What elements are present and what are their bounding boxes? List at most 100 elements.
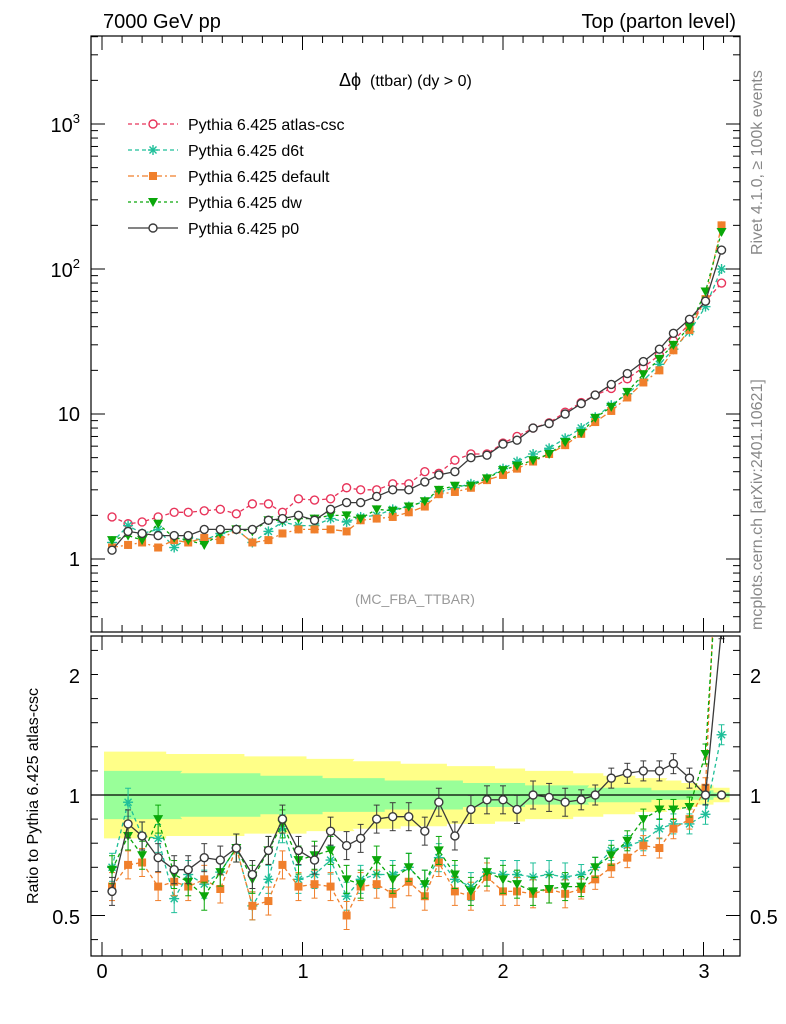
legend-entry-default: Pythia 6.425 default bbox=[128, 169, 330, 186]
ratio-point bbox=[716, 790, 727, 800]
ratio-point bbox=[700, 790, 711, 800]
data-point bbox=[294, 525, 303, 534]
data-point bbox=[371, 491, 382, 502]
ratio-point bbox=[622, 768, 633, 779]
data-point bbox=[124, 540, 133, 549]
ratio-point bbox=[169, 865, 179, 875]
data-point bbox=[341, 483, 352, 493]
data-point bbox=[404, 508, 413, 517]
legend-entry-atlas-csc: Pythia 6.425 atlas-csc bbox=[128, 117, 345, 134]
ratio-point bbox=[137, 851, 148, 861]
legend-entry-d6t: Pythia 6.425 d6t bbox=[128, 143, 304, 160]
legend-label: Pythia 6.425 p0 bbox=[188, 221, 299, 238]
data-point bbox=[153, 512, 163, 522]
data-point bbox=[248, 538, 257, 547]
x-tick-label: 2 bbox=[497, 961, 508, 983]
data-point bbox=[107, 512, 117, 522]
ratio-series-line bbox=[111, 636, 722, 892]
ratio-point bbox=[669, 824, 678, 833]
data-point bbox=[466, 452, 476, 463]
ratio-point bbox=[655, 844, 664, 853]
ratio-point bbox=[419, 880, 430, 890]
data-point bbox=[668, 340, 679, 350]
ratio-point bbox=[638, 815, 649, 825]
ratio-point bbox=[668, 805, 679, 815]
data-point bbox=[293, 510, 304, 521]
ratio-y-tick-label: 1 bbox=[69, 786, 80, 808]
data-point bbox=[123, 526, 133, 537]
legend-marker bbox=[148, 223, 158, 233]
ratio-point bbox=[216, 884, 225, 893]
data-point bbox=[700, 296, 711, 306]
data-point bbox=[326, 525, 335, 534]
legend-label: Pythia 6.425 dw bbox=[188, 195, 302, 212]
data-point bbox=[433, 485, 444, 495]
legend: Pythia 6.425 atlas-csc Pythia 6.425 d6t … bbox=[128, 117, 345, 238]
ratio-point bbox=[342, 911, 351, 920]
data-point bbox=[169, 542, 180, 553]
legend-marker bbox=[149, 172, 157, 180]
data-point bbox=[309, 495, 320, 505]
ratio-point bbox=[387, 875, 398, 885]
data-point bbox=[638, 370, 649, 380]
ratio-plot-panel: Ratio to Pythia 6.425 atlas-csc 0.5 1 2 … bbox=[25, 635, 778, 983]
data-point bbox=[355, 485, 366, 495]
data-point bbox=[341, 511, 352, 521]
ratio-point bbox=[591, 875, 600, 884]
data-point bbox=[434, 470, 444, 480]
ratio-point bbox=[107, 886, 117, 897]
data-point bbox=[199, 540, 210, 550]
rivet-label: Rivet 4.1.0, ≥ 100k events bbox=[749, 70, 766, 255]
data-point bbox=[450, 455, 460, 465]
data-point bbox=[263, 499, 274, 509]
ratio-point bbox=[560, 797, 570, 807]
data-point bbox=[716, 278, 727, 288]
ratio-point bbox=[498, 875, 508, 885]
ratio-point bbox=[355, 880, 366, 890]
ratio-point bbox=[231, 843, 242, 853]
ratio-point bbox=[154, 882, 163, 891]
data-point bbox=[247, 499, 258, 509]
ratio-point bbox=[433, 846, 444, 856]
data-point bbox=[404, 485, 414, 495]
data-point bbox=[716, 264, 727, 274]
data-point bbox=[560, 438, 571, 448]
data-point bbox=[700, 287, 711, 297]
data-point bbox=[153, 530, 163, 541]
data-point bbox=[606, 402, 617, 412]
data-point bbox=[639, 378, 648, 387]
main-plot-panel: Δϕ (ttbar) (dy > 0) (MC_FBA_TTBAR) Pythi… bbox=[51, 35, 741, 633]
ratio-point bbox=[263, 845, 274, 856]
ratio-point bbox=[449, 870, 460, 880]
ratio-y-tick-label-right: 1 bbox=[750, 786, 761, 808]
data-point bbox=[137, 536, 148, 546]
data-point bbox=[450, 467, 460, 477]
data-point bbox=[544, 449, 555, 459]
ratio-point bbox=[544, 792, 554, 803]
data-point bbox=[482, 450, 492, 460]
ratio-point bbox=[325, 826, 336, 836]
ratio-point bbox=[153, 833, 164, 844]
legend-label: Pythia 6.425 default bbox=[188, 169, 330, 186]
ratio-y-tick-label: 0.5 bbox=[52, 907, 80, 929]
ratio-point bbox=[153, 852, 163, 863]
ratio-point bbox=[607, 863, 616, 872]
data-point bbox=[528, 423, 538, 433]
data-point bbox=[512, 461, 523, 471]
ratio-point bbox=[341, 875, 352, 885]
data-point bbox=[465, 481, 476, 491]
ratio-point bbox=[700, 750, 711, 760]
legend-entry-dw: Pythia 6.425 dw bbox=[128, 195, 302, 212]
ratio-point bbox=[404, 811, 414, 822]
ratio-point bbox=[498, 795, 508, 805]
data-point bbox=[623, 393, 632, 402]
ratio-point bbox=[326, 882, 335, 891]
ratio-point bbox=[639, 841, 648, 850]
ratio-point bbox=[716, 729, 727, 740]
x-tick-label: 3 bbox=[698, 961, 709, 983]
ratio-point bbox=[137, 831, 147, 841]
ratio-frame bbox=[90, 635, 741, 957]
ratio-point bbox=[590, 863, 601, 873]
data-point bbox=[498, 466, 508, 476]
